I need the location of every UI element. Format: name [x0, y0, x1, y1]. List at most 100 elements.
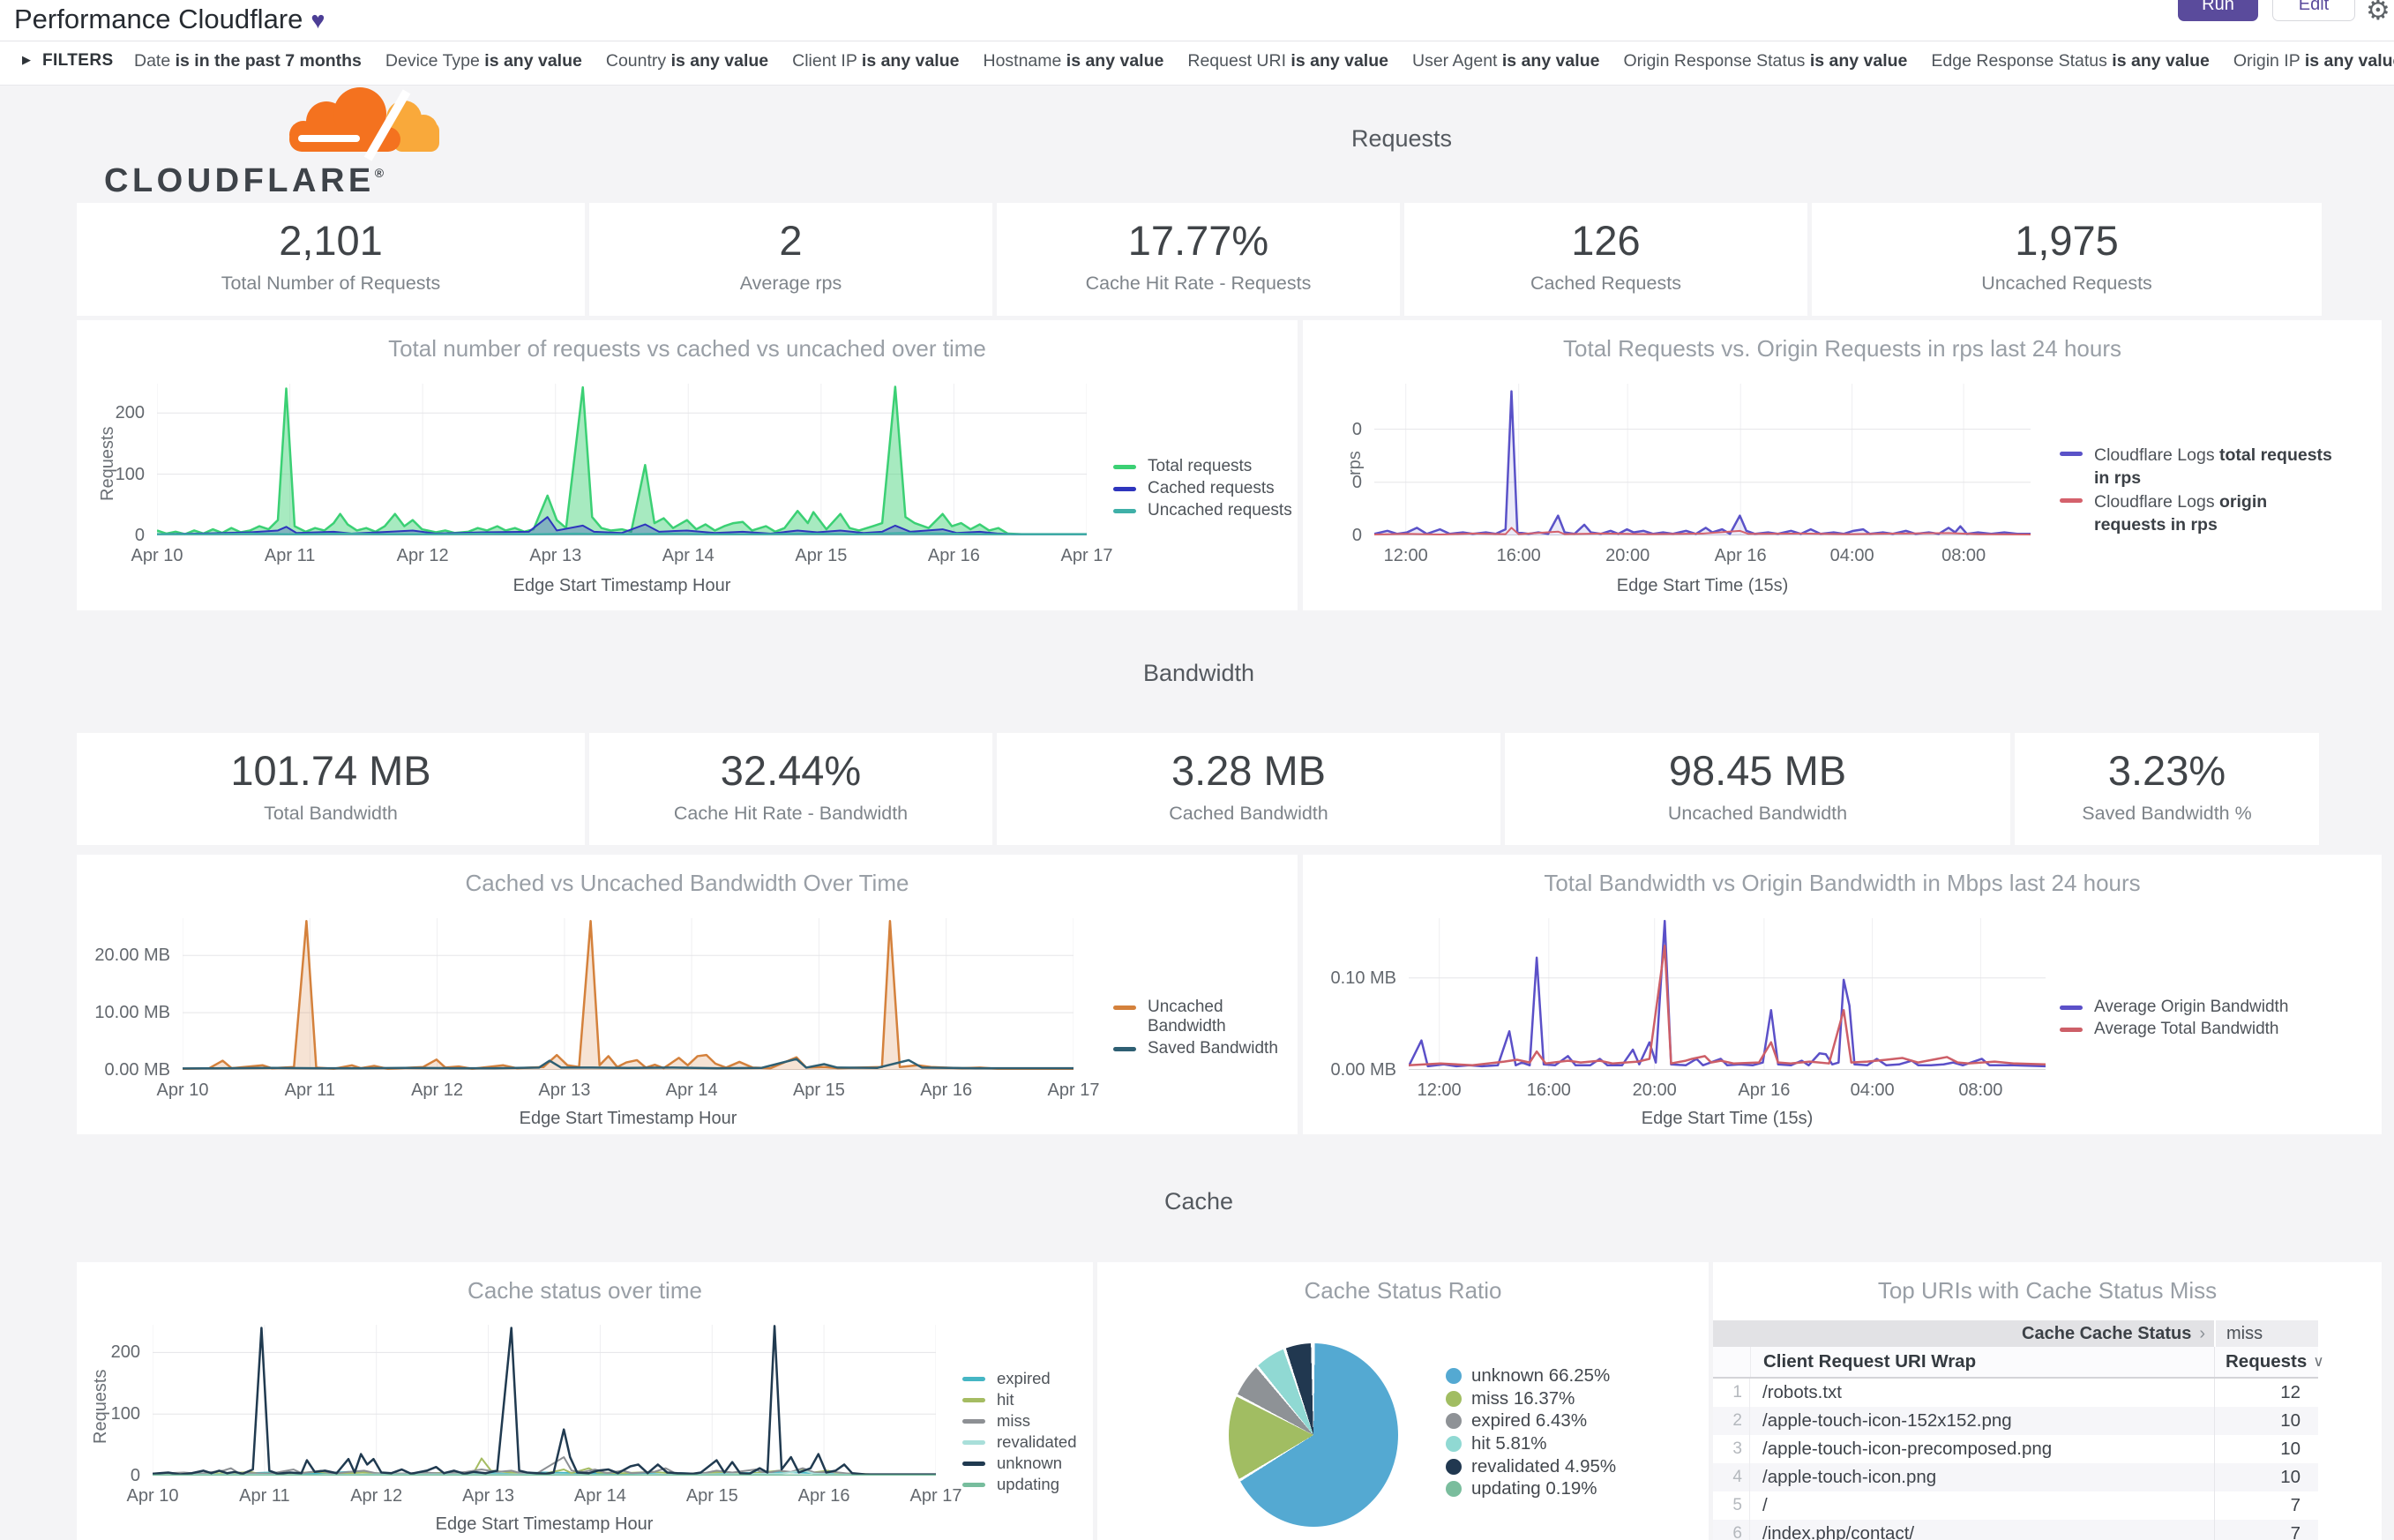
filter-chip[interactable]: Hostname is any value — [983, 51, 1164, 71]
legend-item[interactable]: hit — [962, 1390, 1077, 1409]
pie-legend-item[interactable]: hit 5.81% — [1446, 1432, 1616, 1455]
y-tick-label: 200 — [110, 1342, 140, 1363]
legend-item[interactable]: Saved Bandwidth — [1113, 1039, 1298, 1058]
column-header-uri[interactable]: Client Request URI Wrap — [1763, 1351, 1977, 1372]
x-axis-label: Edge Start Timestamp Hour — [512, 576, 731, 595]
legend-swatch — [962, 1462, 985, 1466]
chart-cache-status-over-time: Cache status over time Requests 0 100 200 … — [77, 1262, 1093, 1540]
y-tick-label: 0.10 MB — [1330, 968, 1396, 988]
pie-legend-dot — [1446, 1390, 1462, 1407]
y-tick-label: 0 — [130, 1466, 140, 1485]
chart-legend: Average Origin Bandwidth Average Total Ba… — [2060, 998, 2288, 1042]
kpi-label: Cache Hit Rate - Bandwidth — [673, 803, 909, 824]
legend-item[interactable]: revalidated — [962, 1432, 1077, 1451]
legend-swatch — [1113, 465, 1136, 469]
legend-item[interactable]: Average Origin Bandwidth — [2060, 998, 2288, 1017]
plot-area[interactable] — [153, 1325, 936, 1476]
legend-label: Average Origin Bandwidth — [2094, 998, 2289, 1016]
x-tick-label: Apr 13 — [529, 546, 582, 565]
filter-chip[interactable]: User Agent is any value — [1412, 51, 1600, 71]
kpi-uncached-requests: 1,975 Uncached Requests — [1812, 203, 2322, 316]
chart-bandwidth-last-24h: Total Bandwidth vs Origin Bandwidth in M… — [1303, 855, 2382, 1134]
legend-item[interactable]: Cached requests — [1113, 479, 1292, 498]
pie-legend-item[interactable]: revalidated 4.95% — [1446, 1455, 1616, 1478]
x-tick-label: Apr 10 — [126, 1486, 179, 1506]
x-tick-label: Apr 12 — [396, 546, 449, 565]
cloudflare-logo: CLOUDFLARE® — [104, 85, 460, 203]
legend-item[interactable]: Cloudflare Logs total requests in rps — [2060, 444, 2334, 490]
filter-chip[interactable]: Device Type is any value — [385, 51, 582, 71]
legend-label: Average Total Bandwidth — [2094, 1020, 2279, 1038]
pie-legend-item[interactable]: updating 0.19% — [1446, 1477, 1616, 1500]
heart-icon: ♥ — [310, 7, 325, 34]
legend-label: Cloudflare Logs total requests in rps — [2094, 445, 2332, 488]
kpi-value: 3.23% — [2107, 747, 2226, 794]
pie-legend: unknown 66.25% miss 16.37% expired 6.43% hi… — [1446, 1364, 1616, 1500]
kpi-cached-requests: 126 Cached Requests — [1404, 203, 1807, 316]
gear-icon[interactable]: ⚙ — [2366, 0, 2390, 26]
edit-button[interactable]: Edit — [2272, 0, 2355, 21]
legend-item[interactable]: updating — [962, 1475, 1077, 1493]
legend-label: Saved Bandwidth — [1148, 1039, 1278, 1058]
filter-chip[interactable]: Date is in the past 7 months — [134, 51, 362, 71]
filter-chip[interactable]: Edge Response Status is any value — [1931, 51, 2210, 71]
legend-item[interactable]: Uncached requests — [1113, 501, 1292, 520]
chart-title: Total Bandwidth vs Origin Bandwidth in M… — [1544, 870, 2141, 896]
legend-label: Uncached Bandwidth — [1148, 998, 1226, 1035]
y-tick-label: 20.00 MB — [94, 946, 170, 966]
legend-item[interactable]: Total requests — [1113, 457, 1292, 476]
filters-expand-arrow[interactable]: ▶ — [22, 53, 31, 66]
filter-chip[interactable]: Request URI is any value — [1187, 51, 1388, 71]
column-header-requests[interactable]: Requests ∨ — [2214, 1347, 2324, 1377]
filter-chip[interactable]: Origin Response Status is any value — [1623, 51, 1908, 71]
filter-chip[interactable]: Origin IP is any value — [2233, 51, 2394, 71]
uri-cell[interactable]: /apple-touch-icon-152x152.png — [1762, 1410, 2012, 1431]
legend-item[interactable]: unknown — [962, 1454, 1077, 1472]
x-tick-label: 08:00 — [1958, 1080, 2003, 1100]
kpi-value: 1,975 — [2015, 217, 2119, 264]
x-axis-label: Edge Start Timestamp Hour — [519, 1109, 737, 1128]
run-button[interactable]: Run — [2178, 0, 2258, 21]
filters-bar: ▶ FILTERS Date is in the past 7 months De… — [0, 41, 2394, 86]
y-tick-label: 0.00 MB — [1330, 1060, 1396, 1080]
pie-legend-label: miss 16.37% — [1471, 1387, 1575, 1409]
x-tick-label: Apr 14 — [665, 1080, 718, 1100]
x-tick-label: 16:00 — [1496, 546, 1541, 565]
y-tick-label: 0 — [1351, 526, 1362, 545]
uri-cell[interactable]: /apple-touch-icon-precomposed.png — [1762, 1439, 2053, 1459]
legend-swatch — [962, 1419, 985, 1424]
page-title: Performance Cloudflare ♥ — [14, 0, 325, 41]
row-number-header — [1713, 1347, 1751, 1377]
x-tick-label: Apr 15 — [795, 546, 848, 565]
legend-item[interactable]: Cloudflare Logs origin requests in rps — [2060, 490, 2334, 536]
pie-cache-status-ratio: Cache Status Ratio unknown 66.25% miss 16… — [1097, 1262, 1709, 1540]
pie-legend-label: updating 0.19% — [1471, 1478, 1597, 1499]
legend-item[interactable]: miss — [962, 1411, 1077, 1430]
filter-chip[interactable]: Client IP is any value — [792, 51, 960, 71]
page-title-text: Performance Cloudflare — [14, 4, 303, 34]
table-row: 1/robots.txt 12 — [1713, 1379, 2318, 1407]
x-tick-label: 20:00 — [1632, 1080, 1677, 1100]
x-tick-label: Apr 13 — [462, 1486, 515, 1506]
uri-cell[interactable]: /robots.txt — [1762, 1382, 1843, 1402]
kpi-cached-bandwidth: 3.28 MB Cached Bandwidth — [997, 733, 1500, 845]
uri-cell[interactable]: / — [1762, 1495, 1768, 1515]
plot-area[interactable] — [183, 918, 1074, 1070]
filter-chip[interactable]: Country is any value — [605, 51, 769, 71]
legend-item[interactable]: Average Total Bandwidth — [2060, 1020, 2288, 1039]
pivot-header[interactable]: Cache Cache Status › — [1713, 1320, 2214, 1347]
plot-area[interactable] — [1409, 918, 2046, 1070]
legend-label: Cached requests — [1148, 479, 1275, 497]
plot-area[interactable] — [1374, 384, 2031, 535]
pie-legend-item[interactable]: unknown 66.25% — [1446, 1364, 1616, 1387]
pie-legend-item[interactable]: expired 6.43% — [1446, 1409, 1616, 1432]
kpi-value: 32.44% — [720, 747, 862, 794]
plot-area[interactable] — [157, 384, 1087, 535]
x-tick-label: Apr 14 — [573, 1486, 626, 1506]
uri-cell[interactable]: /apple-touch-icon.png — [1762, 1467, 1937, 1487]
pie[interactable] — [1229, 1343, 1398, 1527]
legend-item[interactable]: expired — [962, 1369, 1077, 1387]
legend-item[interactable]: Uncached Bandwidth — [1113, 998, 1298, 1036]
pie-legend-item[interactable]: miss 16.37% — [1446, 1387, 1616, 1410]
uri-cell[interactable]: /index.php/contact/ — [1762, 1523, 1915, 1540]
